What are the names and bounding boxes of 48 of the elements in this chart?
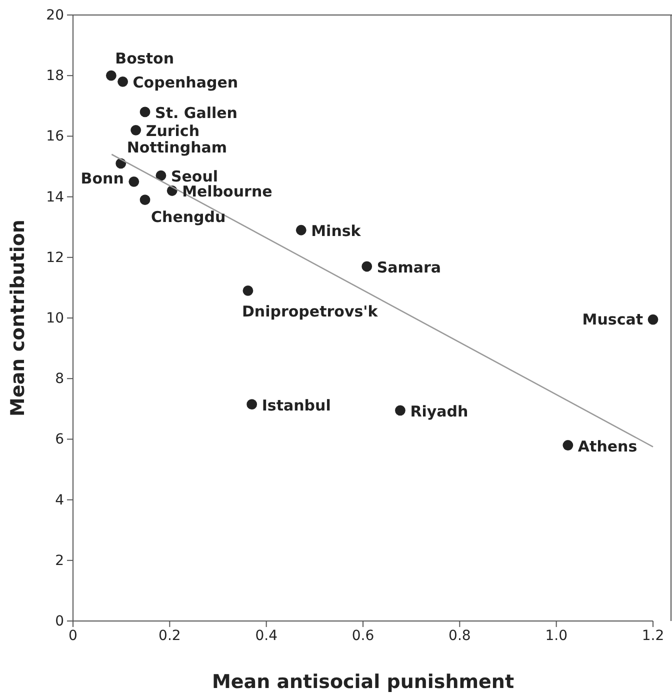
y-tick-label: 12 <box>46 250 64 266</box>
point <box>118 76 128 87</box>
y-tick-label: 0 <box>55 613 64 630</box>
y-tick-label: 6 <box>55 432 64 448</box>
point <box>562 440 574 450</box>
point <box>128 176 140 187</box>
annotation: Boston <box>115 50 174 68</box>
annotation: Zurich <box>146 122 200 140</box>
point <box>106 70 116 81</box>
y-axis-title: Mean contribution <box>7 220 29 416</box>
y-tick-label: 4 <box>55 492 64 508</box>
point <box>296 224 306 236</box>
point <box>140 106 150 118</box>
y-tick-label: 8 <box>55 371 64 388</box>
x-tick-label: 1.0 <box>545 628 568 644</box>
annotation: Samara <box>376 258 442 276</box>
y-tick-label: 14 <box>46 189 64 206</box>
y-tick-label: 18 <box>46 68 64 84</box>
y-tick-label: 2 <box>55 552 64 569</box>
y-tick-label: 10 <box>46 310 64 326</box>
annotation: Dnipropetrovs'k <box>242 302 379 321</box>
point <box>242 286 254 296</box>
point <box>156 170 166 181</box>
annotation: Chengdu <box>151 208 226 226</box>
annotation: Nottingham <box>126 138 228 156</box>
y-tick-label: 16 <box>46 128 64 145</box>
point <box>395 405 406 416</box>
x-tick-label: 0.4 <box>255 628 278 644</box>
point <box>130 124 142 136</box>
annotation: Bonn <box>80 170 124 188</box>
annotation: Minsk <box>311 222 362 240</box>
y-tick-label: 20 <box>46 7 64 24</box>
point <box>362 261 372 272</box>
annotation: St. Gallen <box>155 104 238 122</box>
annotation: Riyadh <box>410 402 468 420</box>
annotation: Istanbul <box>262 396 331 414</box>
point <box>246 399 258 410</box>
point <box>648 314 658 325</box>
annotation: Copenhagen <box>132 74 238 92</box>
x-tick-label: 0.8 <box>448 628 471 644</box>
x-axis-title: Mean antisocial punishment <box>212 671 514 693</box>
x-tick-label: 0.6 <box>352 628 374 644</box>
annotation: Athens <box>578 437 638 456</box>
point <box>140 194 150 206</box>
x-tick-label: 0.2 <box>158 628 181 644</box>
x-tick-label: 1.2 <box>642 628 664 644</box>
x-tick-label: 0 <box>68 628 78 644</box>
annotation: Muscat <box>582 310 643 329</box>
